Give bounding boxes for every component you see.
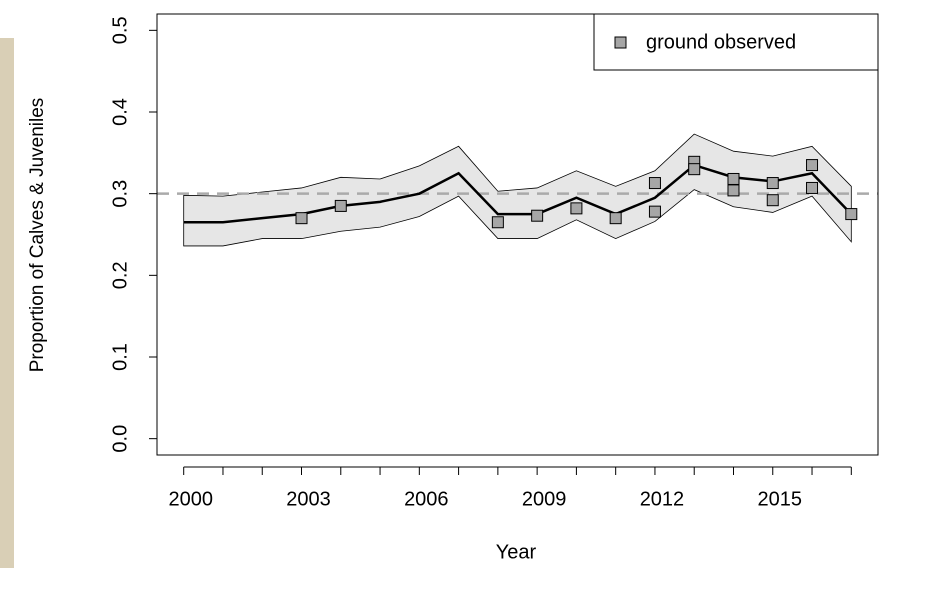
x-tick-label: 2003	[286, 488, 331, 510]
y-tick-label: 0.5	[109, 16, 131, 44]
observed-point	[728, 173, 739, 184]
y-tick-label: 0.0	[109, 425, 131, 453]
observed-point	[610, 213, 621, 224]
y-axis-label: Proportion of Calves & Juveniles	[27, 98, 48, 373]
observed-point	[335, 200, 346, 211]
x-tick-label: 2015	[758, 488, 803, 510]
observed-point	[649, 206, 660, 217]
observed-point	[767, 195, 778, 206]
x-axis-label: Year	[496, 541, 537, 563]
confidence-band	[184, 134, 852, 246]
observed-point	[492, 217, 503, 228]
x-tick-label: 2012	[640, 488, 685, 510]
observed-point	[296, 213, 307, 224]
observed-point	[807, 160, 818, 171]
observed-point	[807, 182, 818, 193]
observed-point	[532, 210, 543, 221]
y-tick-label: 0.4	[109, 98, 131, 126]
legend-label: ground observed	[646, 31, 796, 53]
observed-point	[689, 164, 700, 175]
observed-point	[649, 178, 660, 189]
x-tick-label: 2000	[168, 488, 213, 510]
x-tick-label: 2009	[522, 488, 567, 510]
y-tick-label: 0.1	[109, 343, 131, 371]
x-tick-label: 2006	[404, 488, 449, 510]
background-texture	[0, 38, 14, 568]
observed-point	[846, 209, 857, 220]
observed-point	[767, 178, 778, 189]
legend-symbol	[615, 37, 626, 48]
y-tick-label: 0.3	[109, 180, 131, 208]
chart: Year Proportion of Calves & Juveniles 0.…	[0, 0, 947, 595]
y-tick-label: 0.2	[109, 261, 131, 289]
observed-point	[728, 185, 739, 196]
observed-point	[571, 203, 582, 214]
